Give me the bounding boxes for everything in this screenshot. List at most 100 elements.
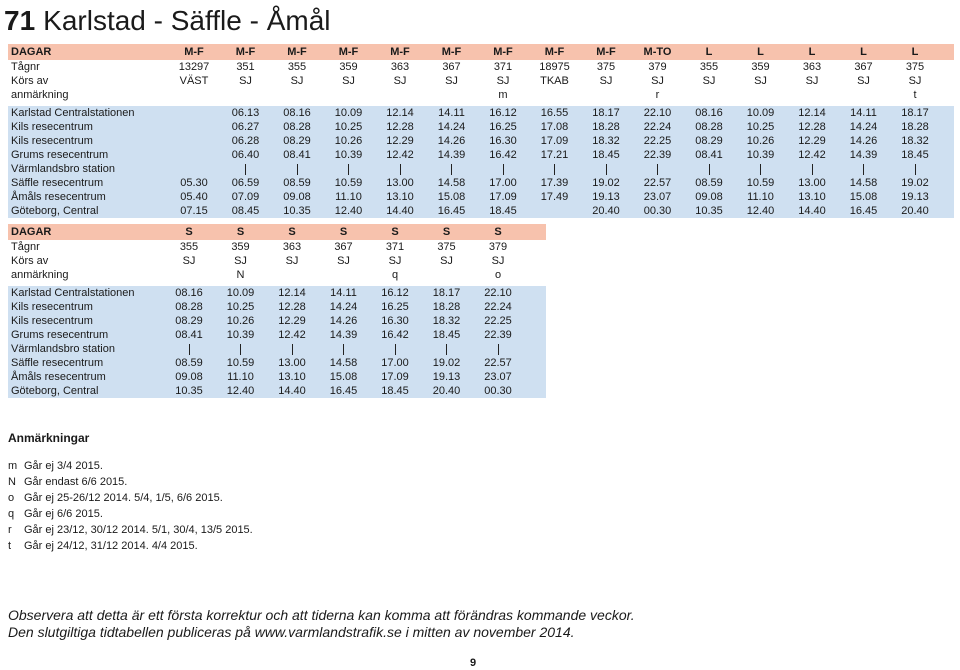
time-cell: 16.12 (489, 107, 517, 119)
time-cell: 06.59 (231, 177, 260, 189)
time-cell: M-F (544, 46, 565, 58)
time-cell: 355 (699, 61, 719, 73)
time-cell: 14.11 (438, 107, 465, 119)
time-cell: 18.45 (592, 149, 620, 161)
time-cell: 18.28 (901, 121, 929, 133)
time-cell: 14.24 (437, 121, 466, 133)
notes-list: m Går ej 3/4 2015. N Går endast 6/6 2015. o G… (8, 458, 254, 554)
time-cell: 10.59 (226, 357, 255, 369)
time-cell: 367 (854, 61, 873, 73)
time-cell: 16.12 (381, 287, 409, 299)
time-cell: 08.28 (695, 121, 723, 133)
page-number: 9 (470, 657, 477, 669)
time-cell: 20.40 (432, 385, 461, 397)
pass-through-marker (164, 342, 214, 356)
time-cell: SJ (805, 75, 819, 87)
row-label: Karlstad Centralstationen (11, 287, 135, 299)
time-cell: 08.16 (695, 107, 723, 119)
time-cell: 18.17 (592, 107, 620, 119)
route-name: Karlstad - Säffle - Åmål (43, 5, 331, 36)
time-cell: 19.13 (901, 191, 929, 203)
note-text: Går ej 6/6 2015. (24, 508, 103, 520)
time-cell: M-F (338, 46, 359, 58)
time-cell: VÄST (179, 75, 209, 87)
table-row: Kils resecentrum 06.27 08.28 10.25 12.28 14.2… (8, 120, 954, 134)
time-cell: 11.10 (227, 371, 254, 383)
time-cell: 13.00 (798, 177, 826, 189)
time-cell: 09.08 (695, 191, 723, 203)
pass-through-bar (296, 163, 298, 175)
time-cell: 08.41 (695, 149, 723, 161)
pass-through-bar (554, 163, 555, 175)
time-cell: 07.09 (231, 191, 260, 203)
time-cell: 22.10 (643, 107, 672, 119)
time-cell: 05.30 (180, 177, 208, 189)
time-cell: 13.00 (278, 357, 306, 369)
note-key: N (8, 476, 16, 488)
time-cell: 363 (390, 61, 410, 73)
time-cell: SJ (491, 255, 505, 267)
time-cell: 10.39 (746, 149, 775, 161)
days-header-row: DAGAR M-F M-F M-F M-F M-F M-F M-F M-F M-F M-TO L L L L… (8, 44, 954, 60)
footer-line-2: Den slutgiltiga tidtabellen publiceras p… (8, 624, 575, 640)
time-cell: 19.02 (901, 177, 929, 189)
time-cell: 17.00 (489, 177, 517, 189)
time-cell: SJ (393, 75, 407, 87)
time-cell: SJ (234, 255, 247, 267)
time-cell: 17.00 (381, 357, 409, 369)
time-cell: 23.07 (643, 191, 672, 203)
table-row: Värmlandsbro station (8, 342, 546, 356)
time-cell: 18.17 (432, 287, 461, 299)
pass-through-bar (348, 163, 349, 175)
row-label: DAGAR (11, 226, 52, 238)
time-cell: 20.40 (901, 205, 929, 217)
time-cell: 14.58 (329, 357, 358, 369)
time-cell: 359 (339, 61, 358, 73)
pass-through-marker (271, 162, 323, 176)
time-cell: 17.39 (540, 177, 569, 189)
time-cell: 10.26 (226, 315, 255, 327)
time-cell: 19.02 (432, 357, 461, 369)
time-cell: 08.29 (283, 135, 311, 147)
time-cell: 06.13 (231, 107, 260, 119)
time-cell: 371 (493, 61, 513, 73)
note-item: t Går ej 24/12, 31/12 2014. 4/4 2015. (8, 538, 254, 554)
time-cell: S (442, 226, 451, 238)
footer-line-1: Observera att detta är ett första korrek… (8, 607, 635, 623)
time-cell: 359 (231, 241, 250, 253)
row-label: anmärkning (11, 89, 69, 101)
pass-through-bar (343, 343, 344, 355)
time-cell: 08.29 (695, 135, 723, 147)
pass-through-marker (374, 162, 426, 176)
row-label: Grums resecentrum (11, 329, 109, 341)
time-cell: 08.16 (175, 287, 203, 299)
time-cell: 16.42 (381, 329, 409, 341)
time-cell: 16.45 (329, 385, 358, 397)
pass-through-marker (683, 162, 735, 176)
pass-through-bar (188, 343, 190, 355)
time-cell: 16.25 (381, 301, 409, 313)
pass-through-marker (889, 162, 941, 176)
time-cell: N (236, 269, 245, 281)
table-row: Tågnr 13297 351 355 359 363 367 371 18975 375 379 3… (8, 60, 954, 74)
time-cell: 12.29 (798, 135, 826, 147)
time-cell: 12.28 (278, 301, 306, 313)
time-cell: 371 (385, 241, 405, 253)
time-cell: 22.57 (484, 357, 512, 369)
note-text: Går endast 6/6 2015. (24, 476, 128, 488)
pass-through-marker (216, 342, 266, 356)
time-cell: SJ (337, 255, 350, 267)
table-row: Åmåls resecentrum 05.40 07.09 09.08 11.10 13.… (8, 190, 954, 204)
time-cell: 16.42 (489, 149, 517, 161)
table-row: Åmåls resecentrum 09.08 11.10 13.10 15.08 17.… (8, 370, 546, 384)
pass-through-bar (291, 343, 293, 355)
time-cell: SJ (285, 255, 299, 267)
pass-through-bar (394, 343, 396, 355)
time-cell: 17.09 (489, 191, 517, 203)
time-cell: 15.08 (849, 191, 878, 203)
time-cell: 20.40 (592, 205, 620, 217)
time-cell: 22.39 (484, 329, 512, 341)
notes-heading: Anmärkningar (8, 431, 90, 445)
time-cell: S (288, 226, 296, 238)
